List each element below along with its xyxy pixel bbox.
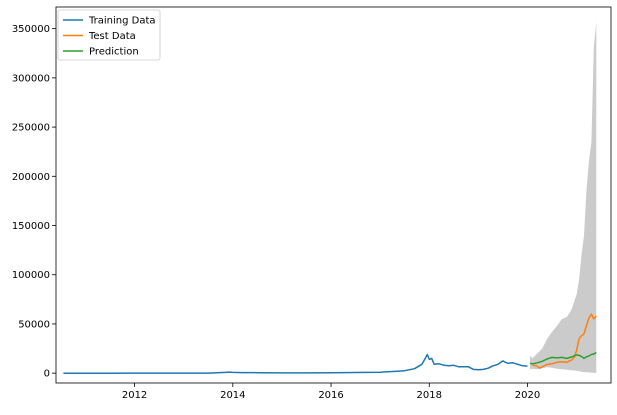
x-tick-label: 2014: [220, 390, 245, 401]
y-tick-label: 100000: [12, 270, 50, 281]
x-tick-label: 2018: [417, 390, 442, 401]
series-line-prediction: [529, 351, 597, 365]
legend-box: [57, 9, 161, 61]
y-tick-label: 50000: [18, 319, 50, 330]
confidence-band: [530, 21, 597, 373]
y-tick-label: 300000: [12, 73, 50, 84]
y-tick-label: 150000: [12, 221, 50, 232]
series-line-test-data: [532, 313, 597, 369]
x-tick-label: 2020: [515, 390, 540, 401]
legend-label: Test Data: [88, 31, 136, 42]
y-tick-label: 0: [44, 369, 50, 380]
x-tick-label: 2016: [318, 390, 343, 401]
plot-frame: [55, 6, 612, 384]
x-tick-label: 2012: [122, 390, 147, 401]
legend-label: Prediction: [89, 47, 139, 58]
legend-label: Training Data: [88, 16, 156, 27]
y-tick-label: 200000: [12, 172, 50, 183]
series-line-training-data: [63, 353, 528, 374]
y-tick-label: 250000: [12, 123, 50, 134]
y-tick-label: 350000: [12, 24, 50, 35]
